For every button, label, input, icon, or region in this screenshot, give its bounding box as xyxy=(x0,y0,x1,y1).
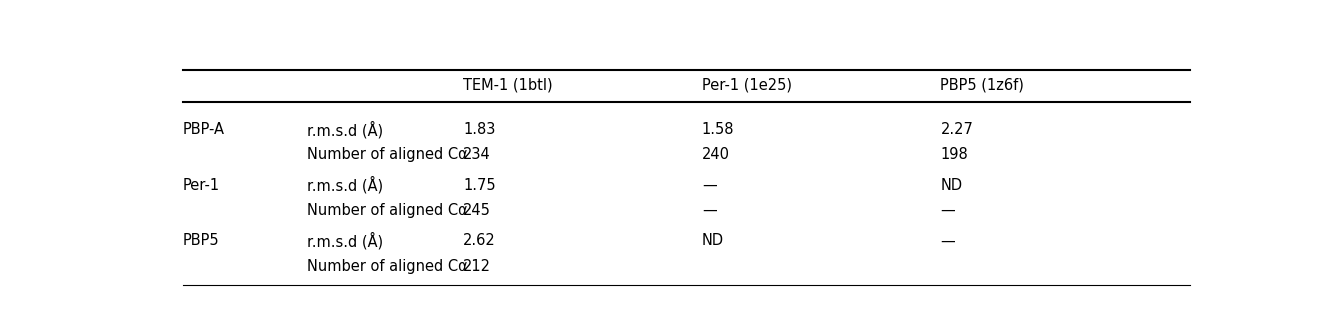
Text: 1.83: 1.83 xyxy=(463,122,495,137)
Text: PBP5 (1z6f): PBP5 (1z6f) xyxy=(940,78,1024,92)
Text: 240: 240 xyxy=(702,147,730,162)
Text: PBP-A: PBP-A xyxy=(183,122,225,137)
Text: 2.62: 2.62 xyxy=(463,233,495,248)
Text: PBP5: PBP5 xyxy=(183,233,220,248)
Text: r.m.s.d (Å): r.m.s.d (Å) xyxy=(308,176,383,194)
Text: —: — xyxy=(940,203,955,218)
Text: Number of aligned Cα: Number of aligned Cα xyxy=(308,259,469,274)
Text: 1.75: 1.75 xyxy=(463,178,495,193)
Text: Number of aligned Cα: Number of aligned Cα xyxy=(308,203,469,218)
Text: TEM-1 (1btl): TEM-1 (1btl) xyxy=(463,78,553,92)
Text: Per-1: Per-1 xyxy=(183,178,220,193)
Text: 212: 212 xyxy=(463,259,491,274)
Text: 234: 234 xyxy=(463,147,491,162)
Text: Per-1 (1e25): Per-1 (1e25) xyxy=(702,78,791,92)
Text: r.m.s.d (Å): r.m.s.d (Å) xyxy=(308,232,383,250)
Text: ND: ND xyxy=(940,178,963,193)
Text: 198: 198 xyxy=(940,147,968,162)
Text: —: — xyxy=(702,203,716,218)
Text: 1.58: 1.58 xyxy=(702,122,734,137)
Text: —: — xyxy=(702,178,716,193)
Text: r.m.s.d (Å): r.m.s.d (Å) xyxy=(308,121,383,138)
Text: ND: ND xyxy=(702,233,724,248)
Text: Number of aligned Cα: Number of aligned Cα xyxy=(308,147,469,162)
Text: —: — xyxy=(940,233,955,248)
Text: 245: 245 xyxy=(463,203,491,218)
Text: 2.27: 2.27 xyxy=(940,122,973,137)
